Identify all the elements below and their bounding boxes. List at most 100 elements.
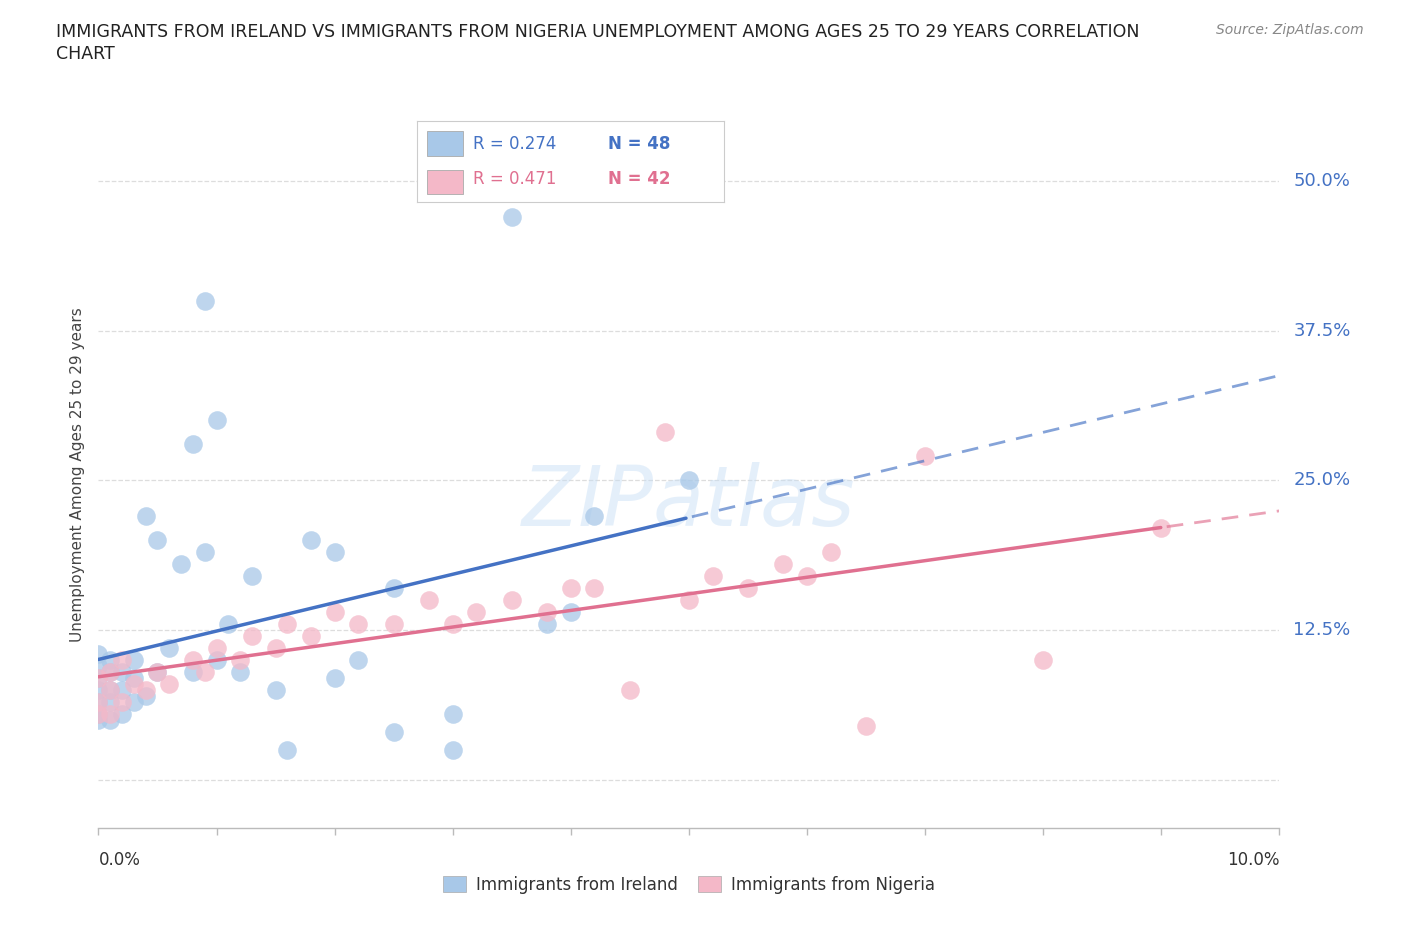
Point <box>382 724 405 739</box>
Point <box>560 580 582 595</box>
Point <box>772 557 794 572</box>
Point <box>678 472 700 487</box>
Point <box>276 742 298 757</box>
Point <box>194 665 217 680</box>
Point <box>217 617 239 631</box>
Point <box>323 604 346 619</box>
Text: 37.5%: 37.5% <box>1294 322 1351 339</box>
Point <box>181 665 204 680</box>
Point <box>418 592 440 607</box>
Point <box>205 641 228 656</box>
Point <box>98 665 121 680</box>
Point <box>98 683 121 698</box>
Text: IMMIGRANTS FROM IRELAND VS IMMIGRANTS FROM NIGERIA UNEMPLOYMENT AMONG AGES 25 TO: IMMIGRANTS FROM IRELAND VS IMMIGRANTS FR… <box>56 23 1140 41</box>
Point <box>855 719 877 734</box>
Point <box>98 665 121 680</box>
Point <box>194 545 217 560</box>
Point <box>536 617 558 631</box>
Point <box>122 653 145 668</box>
Point <box>146 665 169 680</box>
Point <box>229 653 252 668</box>
Point <box>87 695 110 710</box>
Point <box>347 653 370 668</box>
Point <box>87 646 110 661</box>
Text: 25.0%: 25.0% <box>1294 472 1351 489</box>
Point <box>98 695 121 710</box>
Point <box>87 683 110 698</box>
Point <box>135 688 157 703</box>
Point <box>157 676 180 691</box>
Point <box>87 658 110 673</box>
Point <box>441 707 464 722</box>
Point <box>87 712 110 727</box>
Point <box>796 568 818 583</box>
Point <box>276 617 298 631</box>
Point <box>465 604 488 619</box>
Text: 10.0%: 10.0% <box>1227 851 1279 869</box>
Point <box>111 653 134 668</box>
Point <box>583 580 606 595</box>
Legend: Immigrants from Ireland, Immigrants from Nigeria: Immigrants from Ireland, Immigrants from… <box>436 870 942 900</box>
Point <box>111 695 134 710</box>
Point <box>441 617 464 631</box>
Point <box>678 592 700 607</box>
Text: 50.0%: 50.0% <box>1294 172 1350 190</box>
Text: 0.0%: 0.0% <box>98 851 141 869</box>
Point <box>157 641 180 656</box>
Point <box>98 712 121 727</box>
Point <box>1032 653 1054 668</box>
Point <box>1150 521 1173 536</box>
Point <box>501 592 523 607</box>
Point <box>229 665 252 680</box>
Text: CHART: CHART <box>56 45 115 62</box>
Point <box>347 617 370 631</box>
Point <box>98 653 121 668</box>
Point <box>122 671 145 685</box>
Text: 12.5%: 12.5% <box>1294 621 1351 639</box>
Point <box>205 413 228 428</box>
Y-axis label: Unemployment Among Ages 25 to 29 years: Unemployment Among Ages 25 to 29 years <box>70 307 86 642</box>
Point <box>560 604 582 619</box>
Point <box>299 533 322 548</box>
Point <box>111 665 134 680</box>
Point <box>146 533 169 548</box>
Point <box>536 604 558 619</box>
Point <box>914 449 936 464</box>
Point <box>264 683 287 698</box>
Point <box>170 557 193 572</box>
Point <box>240 568 263 583</box>
Point <box>98 707 121 722</box>
Point <box>87 671 110 685</box>
Text: Source: ZipAtlas.com: Source: ZipAtlas.com <box>1216 23 1364 37</box>
Point <box>111 683 134 698</box>
Point <box>654 425 676 440</box>
Point <box>194 293 217 308</box>
Text: ZIPatlas: ZIPatlas <box>522 462 856 543</box>
Point <box>87 707 110 722</box>
Point <box>240 629 263 644</box>
Point <box>111 707 134 722</box>
Point <box>264 641 287 656</box>
Point <box>382 617 405 631</box>
Point <box>122 695 145 710</box>
Point <box>181 437 204 452</box>
Point <box>87 707 110 722</box>
Point <box>87 671 110 685</box>
Point <box>737 580 759 595</box>
Point <box>323 545 346 560</box>
Point <box>205 653 228 668</box>
Point <box>135 509 157 524</box>
Point <box>619 683 641 698</box>
Point <box>98 683 121 698</box>
Point <box>702 568 724 583</box>
Point <box>181 653 204 668</box>
Point <box>87 695 110 710</box>
Point <box>122 676 145 691</box>
Point <box>146 665 169 680</box>
Point <box>382 580 405 595</box>
Point <box>583 509 606 524</box>
Point <box>135 683 157 698</box>
Point <box>299 629 322 644</box>
Point <box>323 671 346 685</box>
Point <box>501 209 523 224</box>
